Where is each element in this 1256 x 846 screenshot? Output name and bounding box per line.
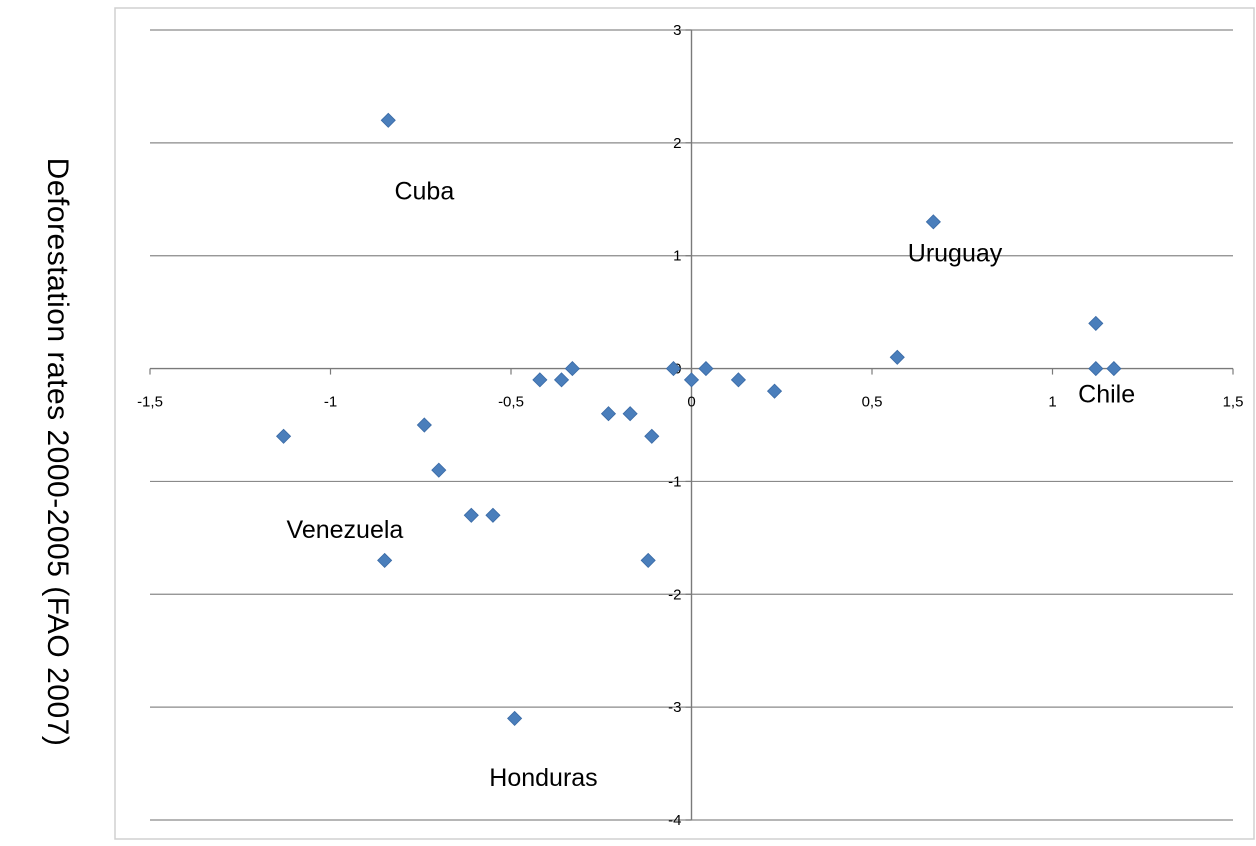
y-tick-label-5: -2	[668, 586, 681, 603]
y-axis-label-container: Deforestation rates 2000-2005 (FAO 2007)	[0, 0, 120, 841]
x-tick-label-4: 0,5	[862, 394, 883, 411]
data-point-6	[564, 361, 580, 377]
data-point-24	[507, 710, 523, 726]
data-point-19	[431, 462, 447, 478]
annotation-label-4: Honduras	[489, 764, 597, 792]
data-point-5	[1106, 361, 1122, 377]
annotation-label-0: Cuba	[394, 177, 454, 205]
annotation-label-1: Uruguay	[908, 239, 1003, 267]
x-tick-label-5: 1	[1048, 394, 1056, 411]
data-point-18	[416, 417, 432, 433]
data-point-2	[1088, 315, 1104, 331]
data-point-3	[889, 349, 905, 365]
x-tick-label-6: 1,5	[1223, 394, 1244, 411]
data-point-7	[698, 361, 714, 377]
data-point-0	[380, 112, 396, 128]
y-tick-label-7: -4	[668, 812, 681, 829]
y-tick-label-1: 2	[673, 135, 681, 152]
y-tick-label-0: 3	[673, 22, 681, 39]
data-point-1	[925, 214, 941, 230]
data-point-21	[485, 507, 501, 523]
data-point-8	[665, 361, 682, 377]
data-point-15	[622, 406, 638, 422]
data-point-23	[640, 552, 656, 568]
y-tick-label-4: -1	[668, 473, 681, 490]
data-point-13	[766, 383, 783, 399]
data-point-4	[1088, 361, 1104, 377]
data-point-9	[532, 372, 548, 388]
annotation-label-2: Chile	[1078, 380, 1135, 408]
data-point-20	[463, 507, 479, 523]
data-point-22	[377, 552, 393, 568]
data-point-16	[276, 428, 292, 444]
y-tick-label-2: 1	[673, 248, 681, 265]
x-tick-label-2: -0,5	[498, 394, 524, 411]
data-point-11	[683, 372, 700, 388]
annotation-label-3: Venezuela	[287, 516, 404, 544]
y-tick-label-6: -3	[668, 699, 681, 716]
x-tick-label-0: -1,5	[137, 394, 163, 411]
data-point-12	[730, 372, 746, 388]
data-point-17	[644, 428, 660, 444]
x-tick-label-1: -1	[324, 394, 337, 411]
data-point-10	[553, 372, 570, 388]
y-axis-label: Deforestation rates 2000-2005 (FAO 2007)	[41, 157, 74, 747]
data-point-14	[600, 406, 617, 422]
plot-frame	[114, 7, 1255, 840]
x-tick-label-3: 0	[687, 394, 695, 411]
